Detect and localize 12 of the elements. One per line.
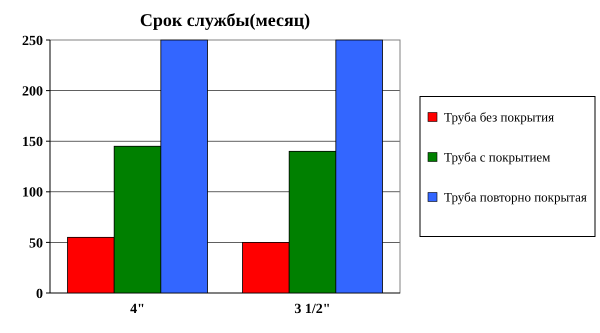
x-tick-label: 4" [130,302,145,317]
y-tick-label: 100 [22,186,43,201]
legend-label: Труба без покрытия [444,110,554,124]
y-tick-label: 50 [29,236,43,252]
y-tick-label: 0 [36,286,43,302]
y-tick-label: 250 [22,34,43,49]
legend-label: Труба повторно покрытая [444,190,587,204]
y-tick-label: 150 [22,135,43,150]
y-tick-label: 200 [22,84,43,100]
x-tick-label: 3 1/2" [294,302,331,317]
legend-label: Труба с покрытием [444,150,550,164]
chart-title: Срок службы(месяц) [140,10,310,30]
